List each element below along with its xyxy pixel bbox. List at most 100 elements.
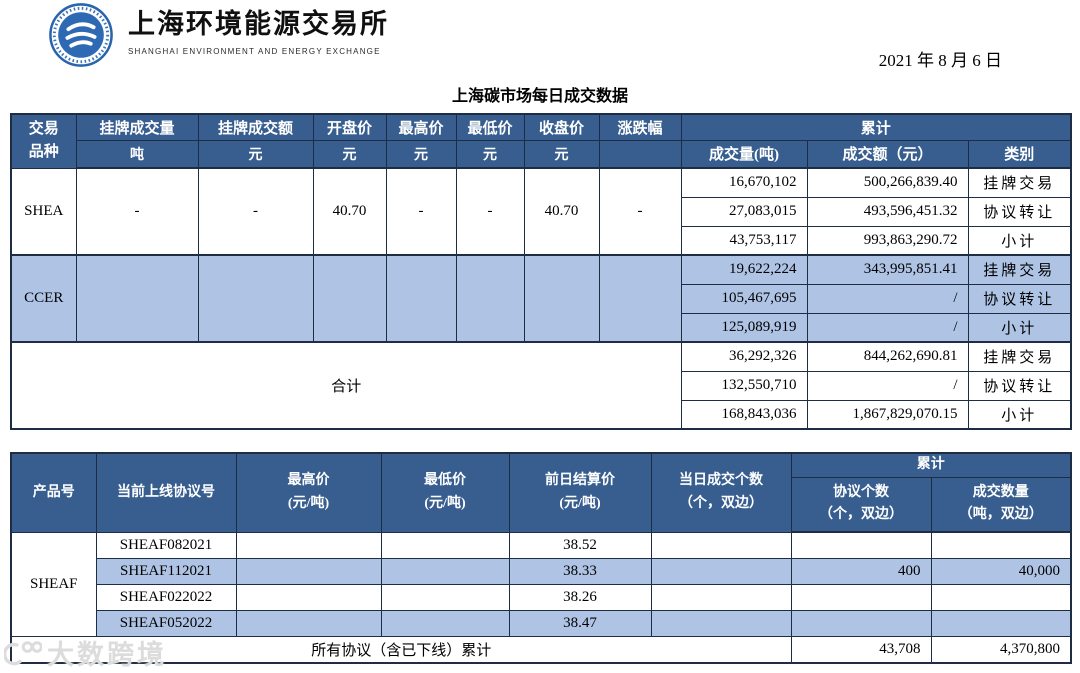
t1-header-cum-volume: 成交量(吨) xyxy=(680,139,808,169)
t1-unit-empty xyxy=(598,139,682,169)
category-cell: 协议转让 xyxy=(967,196,1072,227)
ccer-high xyxy=(385,254,457,343)
day-count-cell xyxy=(650,583,792,611)
all-contracts-label-cell: 所有协议（含已下线）累计 xyxy=(10,635,792,664)
amount-cell: / xyxy=(806,283,969,314)
low-cell xyxy=(380,531,510,559)
high-cell xyxy=(235,531,382,559)
t2-header-cum-count: 协议个数 （个，双边） xyxy=(790,476,932,533)
cum-count-cell: 400 xyxy=(790,557,932,585)
amount-cell: 493,596,451.32 xyxy=(806,196,969,227)
table-row-contract-4: SHEAF052022 38.47 xyxy=(11,609,1072,637)
exchange-name-cn: 上海环境能源交易所 xyxy=(128,9,389,39)
total-label-cell: 合计 xyxy=(10,341,682,430)
volume-cell: 16,670,102 xyxy=(680,167,808,198)
volume-cell: 105,467,695 xyxy=(680,283,808,314)
amount-cell: 1,867,829,070.15 xyxy=(806,399,969,430)
contract-cell: SHEAF112021 xyxy=(95,557,237,585)
cum-volume-cell xyxy=(930,531,1072,559)
ccer-change xyxy=(598,254,682,343)
table-row-shea-3: 43,753,117 993,863,290.72 小计 xyxy=(11,225,1072,256)
shea-low: - xyxy=(455,167,525,256)
t2-header-row-1: 产品号 当前上线协议号 最高价 (元/吨) 最低价 (元/吨) 前日结算价 (元… xyxy=(10,452,1072,533)
high-cell xyxy=(235,583,382,611)
cum-volume-cell xyxy=(930,609,1072,637)
category-cell: 挂牌交易 xyxy=(967,254,1072,285)
daily-table-title: 上海碳市场每日成交数据 xyxy=(451,88,628,105)
ccer-listed-amount xyxy=(197,254,314,343)
product-contracts-table: 产品号 当前上线协议号 最高价 (元/吨) 最低价 (元/吨) 前日结算价 (元… xyxy=(10,452,1072,664)
category-cell: 协议转让 xyxy=(967,283,1072,314)
shea-close: 40.70 xyxy=(523,167,600,256)
t1-header-change: 涨跌幅 xyxy=(598,113,682,141)
exchange-emblem-icon xyxy=(49,3,113,67)
daily-market-table: 交易 品种 挂牌成交量 挂牌成交额 开盘价 最高价 最低价 收盘价 涨跌幅 累计… xyxy=(10,113,1073,430)
high-cell xyxy=(235,609,382,637)
table-row-contract-1: SHEAF SHEAF082021 38.52 xyxy=(10,531,1072,637)
low-cell xyxy=(380,583,510,611)
table-row-all-contracts-total: 所有协议（含已下线）累计 43,708 4,370,800 xyxy=(10,635,1072,664)
category-cell: 协议转让 xyxy=(967,370,1072,401)
shea-listed-amount: - xyxy=(197,167,314,256)
prev-settle-cell: 38.52 xyxy=(508,531,652,559)
t1-unit-yuan: 元 xyxy=(312,139,387,169)
ccer-close xyxy=(523,254,600,343)
t1-header-row-1: 交易 品种 挂牌成交量 挂牌成交额 开盘价 最高价 最低价 收盘价 涨跌幅 累计 xyxy=(10,113,1072,169)
exchange-logo: 上海环境能源交易所 SHANGHAI ENVIRONMENT AND ENERG… xyxy=(48,2,389,68)
category-cell: 小计 xyxy=(967,312,1072,343)
table-row-shea-1: SHEA - - 40.70 - - 40.70 - 16,670,102 50… xyxy=(10,167,1072,256)
exchange-name-en: SHANGHAI ENVIRONMENT AND ENERGY EXCHANGE xyxy=(128,46,381,56)
category-cell: 挂牌交易 xyxy=(967,341,1072,372)
table-row-shea-2: 27,083,015 493,596,451.32 协议转让 xyxy=(11,196,1072,227)
t1-unit-yuan: 元 xyxy=(197,139,314,169)
t1-unit-yuan: 元 xyxy=(455,139,525,169)
cum-count-cell xyxy=(790,609,932,637)
prev-settle-cell: 38.47 xyxy=(508,609,652,637)
amount-cell: 500,266,839.40 xyxy=(806,167,969,198)
t1-header-listed-amount: 挂牌成交额 xyxy=(197,113,314,141)
variety-cell-ccer: CCER xyxy=(10,254,77,343)
watermark: 大数跨境 xyxy=(4,633,167,672)
volume-cell: 43,753,117 xyxy=(680,225,808,256)
t2-header-high: 最高价 (元/吨) xyxy=(235,452,382,533)
report-header: 上海环境能源交易所 SHANGHAI ENVIRONMENT AND ENERG… xyxy=(10,0,1070,86)
t1-unit-ton: 吨 xyxy=(75,139,199,169)
report-date: 2021 年 8 月 6 日 xyxy=(878,51,1002,70)
volume-cell: 27,083,015 xyxy=(680,196,808,227)
t1-header-cum-amount: 成交额（元） xyxy=(806,139,969,169)
amount-cell: / xyxy=(806,312,969,343)
t1-header-close: 收盘价 xyxy=(523,113,600,141)
high-cell xyxy=(235,557,382,585)
volume-cell: 19,622,224 xyxy=(680,254,808,285)
exchange-name: 上海环境能源交易所 SHANGHAI ENVIRONMENT AND ENERG… xyxy=(128,2,389,56)
category-cell: 小计 xyxy=(967,399,1072,430)
t1-unit-yuan: 元 xyxy=(523,139,600,169)
t1-header-category: 类别 xyxy=(967,139,1072,169)
cum-count-cell xyxy=(790,531,932,559)
low-cell xyxy=(380,609,510,637)
category-cell: 挂牌交易 xyxy=(967,167,1072,198)
shea-open: 40.70 xyxy=(312,167,387,256)
cum-count-cell xyxy=(790,583,932,611)
contract-cell: SHEAF022022 xyxy=(95,583,237,611)
t2-header-prev-settle: 前日结算价 (元/吨) xyxy=(508,452,652,533)
table-row-ccer-3: 125,089,919 / 小计 xyxy=(11,312,1072,343)
table-row-total-2: 132,550,710 / 协议转让 xyxy=(11,370,1072,401)
t2-header-low: 最低价 (元/吨) xyxy=(380,452,510,533)
contract-cell: SHEAF082021 xyxy=(95,531,237,559)
table-row-total-1: 合计 36,292,326 844,262,690.81 挂牌交易 xyxy=(10,341,1072,430)
amount-cell: 844,262,690.81 xyxy=(806,341,969,372)
t2-header-product: 产品号 xyxy=(10,452,97,533)
volume-cell: 125,089,919 xyxy=(680,312,808,343)
watermark-logo-icon xyxy=(4,640,42,665)
cum-volume-cell: 40,000 xyxy=(930,557,1072,585)
t1-header-row-2: 吨 元 元 元 元 元 成交量(吨) 成交额（元） 类别 xyxy=(11,139,1072,169)
cum-count-cell: 43,708 xyxy=(790,635,932,664)
amount-cell: / xyxy=(806,370,969,401)
volume-cell: 168,843,036 xyxy=(680,399,808,430)
t2-header-cum-volume: 成交数量 （吨，双边） xyxy=(930,476,1072,533)
volume-cell: 132,550,710 xyxy=(680,370,808,401)
product-cell-sheaf: SHEAF xyxy=(10,531,97,637)
cum-volume-cell xyxy=(930,583,1072,611)
volume-cell: 36,292,326 xyxy=(680,341,808,372)
